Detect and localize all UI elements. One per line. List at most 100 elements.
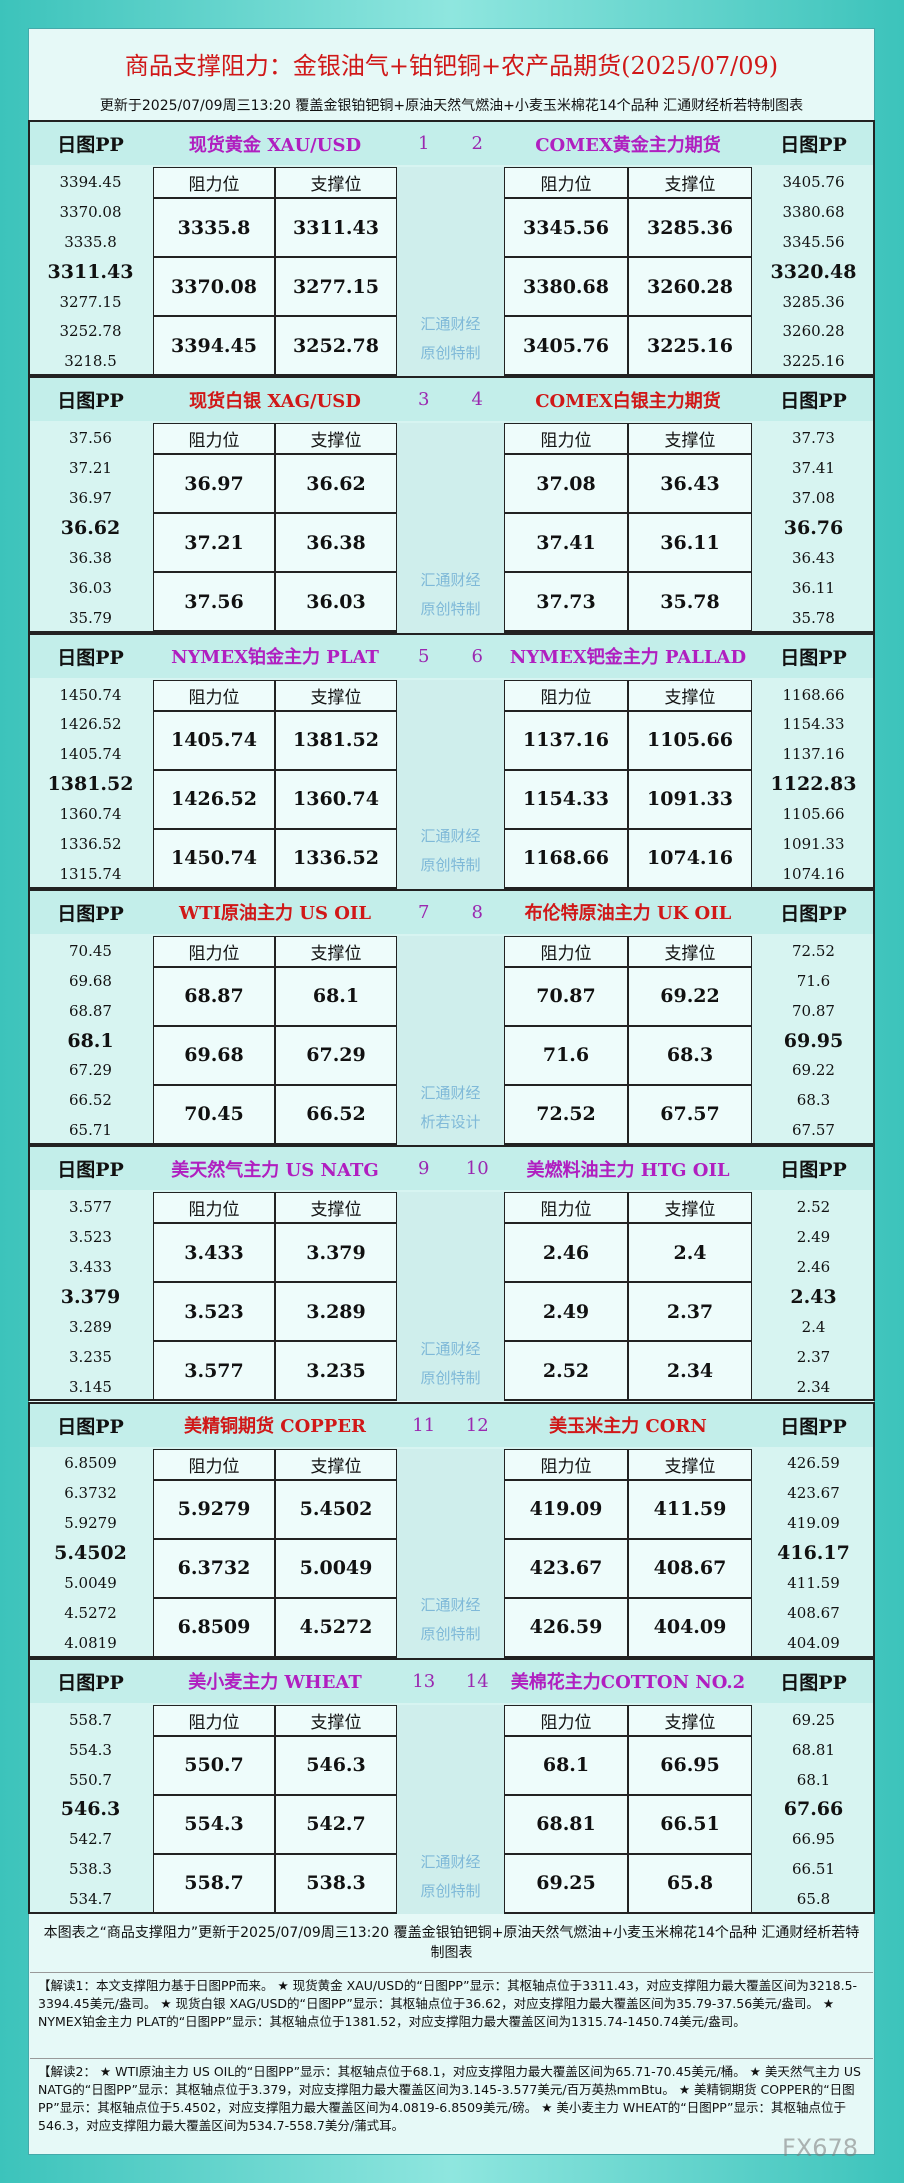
pp-value: 37.41 bbox=[792, 459, 835, 478]
pp-value: 3.523 bbox=[69, 1228, 112, 1247]
pp-value: 70.45 bbox=[69, 941, 112, 960]
pp-value: 426.59 bbox=[787, 1454, 840, 1473]
col-header: 支撑位 bbox=[275, 1704, 397, 1736]
support-value: 3285.36 bbox=[628, 198, 752, 257]
support-value: 3252.78 bbox=[275, 316, 397, 375]
support-value: 2.37 bbox=[628, 1282, 752, 1342]
pp-value: 411.59 bbox=[787, 1574, 840, 1593]
pp-value: 1450.74 bbox=[59, 685, 122, 704]
instrument-name: 美小麦主力 WHEAT bbox=[188, 1672, 362, 1694]
pp-value: 404.09 bbox=[787, 1633, 840, 1652]
resistance-value: 550.7 bbox=[153, 1735, 275, 1795]
pp-value: 4.5272 bbox=[64, 1603, 117, 1622]
pp-value: 3225.16 bbox=[782, 352, 845, 371]
resistance-value: 69.25 bbox=[504, 1853, 628, 1913]
support-value: 36.11 bbox=[628, 513, 752, 573]
header-band bbox=[30, 1147, 873, 1191]
resistance-value: 2.49 bbox=[504, 1282, 628, 1342]
resistance-value: 37.73 bbox=[504, 572, 628, 632]
support-value: 5.0049 bbox=[275, 1538, 397, 1598]
pp-value: 67.57 bbox=[792, 1121, 835, 1140]
col-header: 支撑位 bbox=[275, 679, 397, 711]
pivot-value: 3311.43 bbox=[47, 260, 134, 283]
watermark: 汇通财经 bbox=[420, 1852, 481, 1871]
middle-column bbox=[397, 1704, 504, 1915]
support-value: 4.5272 bbox=[275, 1597, 397, 1657]
col-header: 支撑位 bbox=[628, 935, 752, 967]
support-value: 1074.16 bbox=[628, 828, 752, 888]
instrument-name: WTI原油主力 US OIL bbox=[178, 903, 371, 925]
pp-value: 6.8509 bbox=[64, 1454, 117, 1473]
col-header: 支撑位 bbox=[275, 167, 397, 198]
resistance-value: 1154.33 bbox=[504, 769, 628, 829]
header-band bbox=[30, 890, 873, 934]
pp-header: 日图PP bbox=[57, 134, 124, 156]
pivot-value: 67.66 bbox=[783, 1798, 844, 1821]
instrument-name: 美燃料油主力 HTG OIL bbox=[526, 1159, 730, 1181]
resistance-value: 6.8509 bbox=[153, 1597, 275, 1657]
pp-value: 554.3 bbox=[69, 1740, 112, 1759]
support-value: 68.3 bbox=[628, 1025, 752, 1085]
resistance-value: 1405.74 bbox=[153, 710, 275, 770]
watermark: 原创特制 bbox=[420, 1369, 481, 1387]
pp-value: 37.73 bbox=[792, 429, 835, 448]
pp-value: 3.145 bbox=[69, 1377, 112, 1396]
support-value: 546.3 bbox=[275, 1735, 397, 1795]
pp-value: 68.3 bbox=[796, 1091, 831, 1110]
resistance-value: 68.81 bbox=[504, 1794, 628, 1854]
pp-value: 2.49 bbox=[796, 1228, 831, 1247]
pp-value: 3218.5 bbox=[64, 352, 117, 371]
pp-value: 3345.56 bbox=[782, 232, 845, 251]
pp-value: 66.51 bbox=[792, 1860, 835, 1879]
instrument-name: 美棉花主力COTTON NO.2 bbox=[510, 1672, 746, 1694]
pp-value: 3394.45 bbox=[59, 172, 122, 191]
watermark: 汇通财经 bbox=[420, 1596, 481, 1615]
header-band bbox=[30, 1659, 873, 1703]
col-header: 支撑位 bbox=[275, 1448, 397, 1480]
subtitle: 更新于2025/07/09周三13:20 覆盖金银铂钯铜+原油天然气燃油+小麦玉… bbox=[99, 98, 804, 114]
support-value: 1336.52 bbox=[275, 828, 397, 888]
support-value: 36.43 bbox=[628, 454, 752, 514]
support-value: 36.38 bbox=[275, 513, 397, 573]
resistance-value: 423.67 bbox=[504, 1538, 628, 1598]
support-value: 1091.33 bbox=[628, 769, 752, 829]
support-value: 411.59 bbox=[628, 1479, 752, 1539]
pp-header: 日图PP bbox=[780, 134, 847, 156]
pp-value: 1315.74 bbox=[59, 864, 122, 883]
support-value: 35.78 bbox=[628, 572, 752, 632]
pivot-value: 36.76 bbox=[783, 516, 844, 539]
pp-value: 1137.16 bbox=[782, 745, 845, 764]
instrument-number: 10 bbox=[465, 1158, 489, 1180]
pp-value: 66.52 bbox=[69, 1091, 112, 1110]
pp-value: 1336.52 bbox=[59, 835, 122, 854]
pp-value: 408.67 bbox=[787, 1603, 840, 1622]
instrument-name: 美玉米主力 CORN bbox=[549, 1416, 707, 1437]
support-value: 66.51 bbox=[628, 1794, 752, 1854]
col-header: 支撑位 bbox=[628, 1704, 752, 1736]
pp-value: 3335.8 bbox=[64, 232, 117, 251]
pp-value: 1074.16 bbox=[782, 864, 845, 883]
pp-value: 3277.15 bbox=[59, 292, 122, 311]
watermark: 原创特制 bbox=[420, 856, 481, 875]
pp-value: 3.235 bbox=[69, 1347, 112, 1366]
instrument-number: 12 bbox=[465, 1414, 489, 1436]
pp-value: 3380.68 bbox=[782, 202, 845, 221]
resistance-value: 426.59 bbox=[504, 1597, 628, 1657]
resistance-value: 419.09 bbox=[504, 1479, 628, 1539]
pp-value: 65.71 bbox=[69, 1121, 112, 1140]
col-header: 阻力位 bbox=[153, 1704, 275, 1736]
pp-header: 日图PP bbox=[57, 646, 124, 669]
instrument-name: 美精铜期货 COPPER bbox=[183, 1416, 367, 1437]
pp-value: 69.25 bbox=[792, 1710, 835, 1729]
pivot-value: 416.17 bbox=[777, 1542, 850, 1565]
col-header: 阻力位 bbox=[153, 1448, 275, 1480]
pp-value: 1105.66 bbox=[782, 805, 845, 824]
watermark: 原创特制 bbox=[420, 343, 481, 362]
support-value: 65.8 bbox=[628, 1853, 752, 1913]
pp-value: 550.7 bbox=[69, 1770, 112, 1789]
resistance-value: 3335.8 bbox=[153, 198, 275, 257]
resistance-value: 71.6 bbox=[504, 1025, 628, 1085]
instrument-number: 8 bbox=[471, 901, 483, 923]
instrument-name: NYMEX铂金主力 PLAT bbox=[171, 647, 379, 669]
